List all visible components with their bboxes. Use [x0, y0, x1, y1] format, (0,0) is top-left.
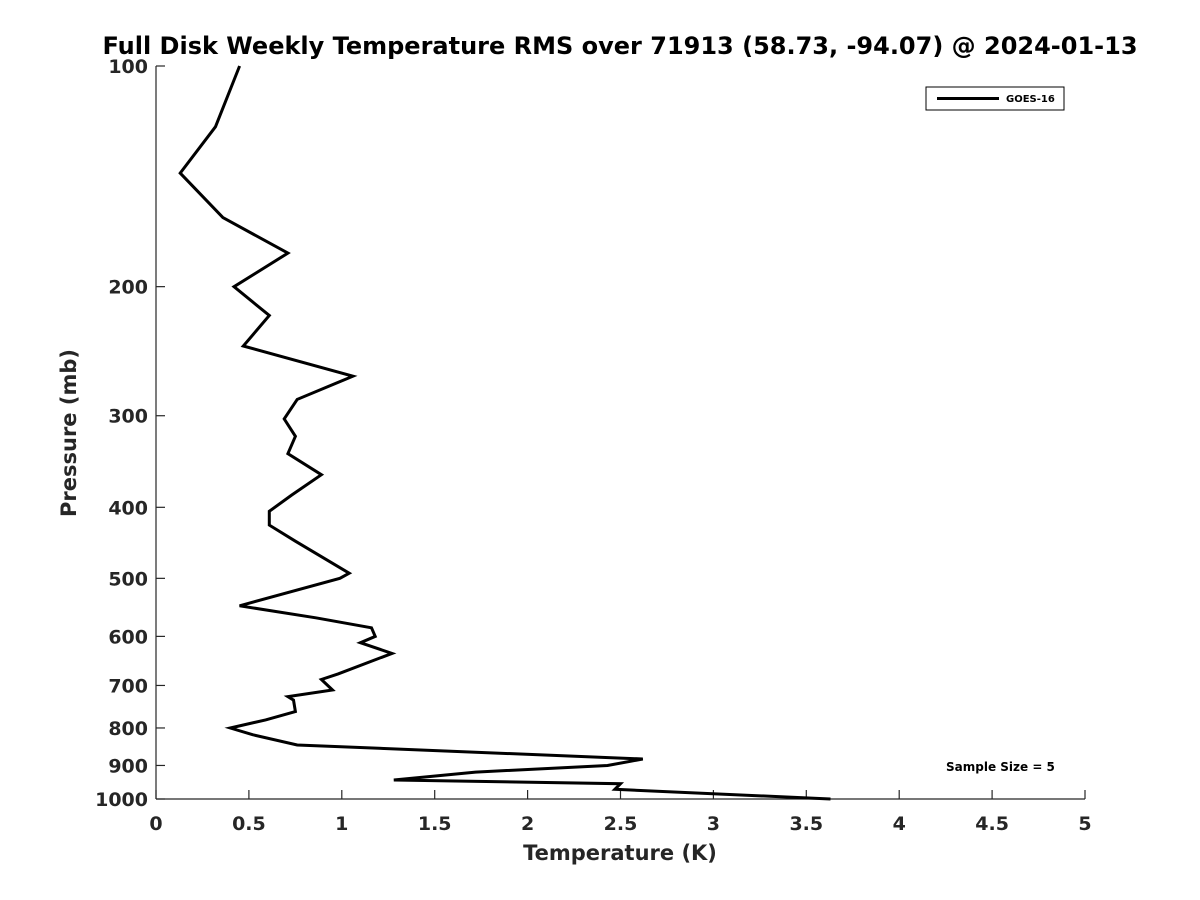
- x-tick-label: 0: [149, 813, 162, 835]
- x-tick-label: 2.5: [604, 813, 638, 835]
- y-tick-label: 500: [108, 568, 148, 590]
- legend: GOES-16: [925, 86, 1065, 111]
- x-tick-label: 5: [1078, 813, 1091, 835]
- x-tick-label: 0.5: [232, 813, 266, 835]
- series-line-goes-16: [178, 65, 831, 801]
- y-tick-label: 1000: [95, 789, 148, 811]
- series-layer: [178, 65, 831, 801]
- sample-size-annotation: Sample Size = 5: [946, 760, 1055, 774]
- x-tick-label: 3.5: [789, 813, 823, 835]
- x-tick-label: 4.5: [975, 813, 1009, 835]
- x-tick-label: 4: [893, 813, 906, 835]
- y-tick-label: 300: [108, 406, 148, 428]
- y-tick-label: 200: [108, 277, 148, 299]
- y-tick-label: 700: [108, 675, 148, 697]
- x-axis-label: Temperature (K): [523, 841, 717, 865]
- x-tick-label: 3: [707, 813, 720, 835]
- x-tick-label: 2: [521, 813, 534, 835]
- y-tick-label: 100: [108, 56, 148, 78]
- x-tick-label: 1: [335, 813, 348, 835]
- legend-label-goes-16: GOES-16: [1006, 94, 1055, 105]
- y-axis-ticks: 100 200 300 400 500 600 700 800 900 1000: [95, 56, 165, 811]
- x-axis-ticks: 0 0.5 1 1.5 2 2.5 3 3.5 4 4.5 5: [149, 790, 1092, 835]
- y-axis-label: Pressure (mb): [57, 349, 81, 517]
- y-tick-label: 400: [108, 497, 148, 519]
- x-tick-label: 1.5: [418, 813, 452, 835]
- y-tick-label: 900: [108, 755, 148, 777]
- y-tick-label: 800: [108, 718, 148, 740]
- chart-title: Full Disk Weekly Temperature RMS over 71…: [102, 32, 1137, 60]
- y-tick-label: 600: [108, 626, 148, 648]
